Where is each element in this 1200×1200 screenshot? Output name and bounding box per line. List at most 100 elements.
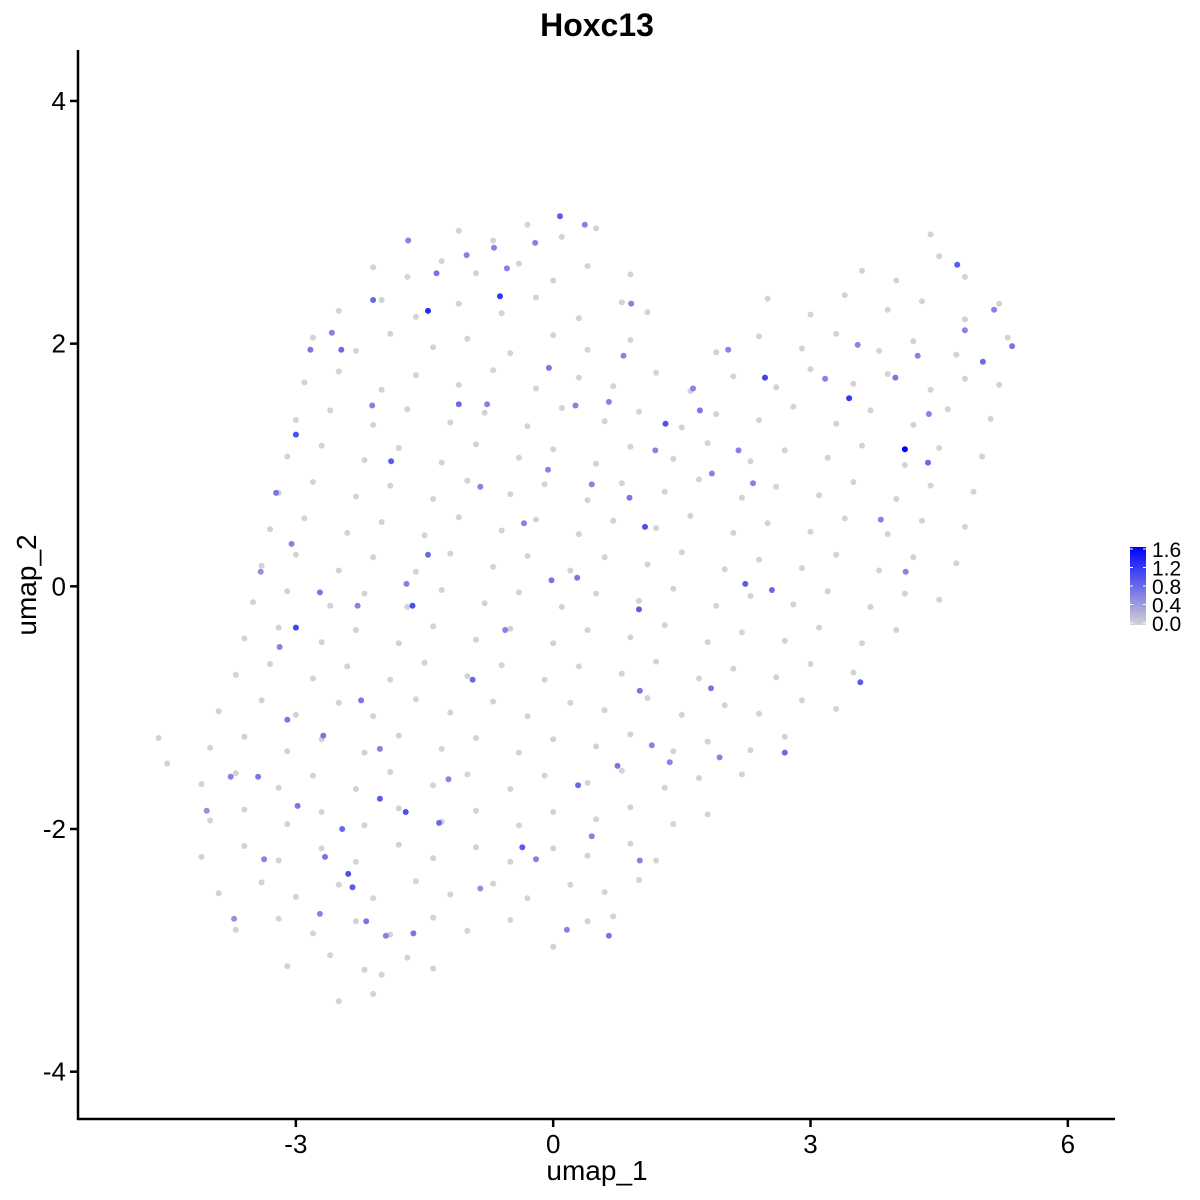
y-tick-label: 0 — [52, 571, 66, 601]
cell-point-expressing — [284, 716, 291, 723]
cell-point — [335, 699, 342, 706]
cell-point — [584, 779, 591, 786]
cell-point — [387, 482, 394, 489]
cell-point-expressing — [307, 346, 314, 353]
cell-point — [756, 417, 762, 424]
cell-point — [524, 553, 531, 559]
cell-point — [515, 749, 522, 756]
cell-point — [721, 566, 728, 573]
cell-point-expressing — [231, 915, 238, 922]
cell-point — [327, 952, 334, 959]
colorbar-label: 0.0 — [1152, 613, 1181, 636]
cell-point — [361, 590, 368, 597]
cell-point — [232, 770, 239, 777]
cell-point-expressing — [463, 252, 470, 259]
cell-point-expressing — [469, 676, 476, 683]
cell-point — [447, 709, 454, 716]
cell-point-expressing — [588, 833, 595, 840]
cell-point — [498, 527, 505, 534]
cell-point — [361, 749, 368, 756]
cell-point-expressing — [288, 540, 295, 547]
cell-point — [361, 966, 368, 973]
cell-point — [644, 309, 651, 316]
cell-point — [593, 460, 600, 467]
cell-point-expressing — [484, 401, 491, 408]
cell-point-expressing — [735, 447, 742, 454]
cell-point — [275, 624, 282, 631]
cell-point — [335, 368, 342, 375]
cell-point — [636, 408, 642, 415]
y-tick-label: -4 — [43, 1057, 66, 1087]
cell-point — [567, 567, 574, 574]
cell-point — [284, 821, 291, 828]
cell-point — [901, 590, 908, 597]
cell-point-expressing — [276, 644, 283, 650]
cell-point-expressing — [203, 807, 210, 814]
cell-point-expressing — [339, 826, 346, 832]
cell-point — [215, 890, 222, 897]
cell-point-expressing — [662, 420, 669, 427]
cell-point — [790, 601, 797, 608]
cell-point-expressing — [742, 580, 749, 587]
cell-point-expressing — [477, 885, 484, 892]
cell-point-expressing — [557, 213, 563, 220]
cell-point — [515, 822, 522, 829]
cell-point-expressing — [581, 221, 588, 228]
cell-point — [919, 298, 925, 305]
cell-point-expressing — [901, 446, 908, 453]
cell-point-expressing — [521, 520, 527, 527]
cell-point-expressing — [636, 606, 642, 613]
points-layer — [155, 213, 1016, 1005]
cell-point — [310, 334, 316, 341]
cell-point — [361, 822, 368, 829]
cell-point — [361, 457, 368, 464]
cell-point-expressing — [382, 932, 389, 939]
cell-point — [601, 554, 608, 561]
cell-point — [601, 418, 608, 425]
cell-point-expressing — [690, 385, 696, 392]
cell-point — [370, 264, 377, 271]
cell-point — [241, 733, 248, 740]
cell-point — [284, 748, 291, 755]
cell-point — [438, 587, 445, 593]
cell-point — [713, 349, 720, 356]
cell-point — [781, 447, 788, 454]
cell-point-expressing — [533, 856, 539, 863]
cell-point — [421, 532, 428, 539]
cell-point — [798, 565, 805, 572]
cell-point — [404, 954, 411, 961]
cell-point — [884, 531, 891, 538]
cell-point-expressing — [519, 844, 526, 851]
cell-point — [292, 893, 299, 900]
cell-point — [250, 599, 256, 606]
cell-point — [284, 588, 291, 595]
cell-point-expressing — [563, 926, 570, 933]
cell-point — [241, 843, 248, 849]
cell-point — [387, 330, 394, 337]
cell-point — [198, 781, 205, 788]
cell-point — [627, 804, 634, 811]
cell-point — [284, 963, 291, 970]
cell-point — [395, 640, 402, 647]
cell-point — [507, 786, 514, 792]
cell-point — [490, 563, 497, 570]
cell-point — [550, 640, 557, 647]
cell-point — [816, 624, 823, 631]
cell-point — [687, 512, 694, 519]
cell-point — [378, 386, 385, 393]
cell-point — [490, 698, 497, 705]
cell-point-expressing — [925, 459, 931, 466]
cell-point — [241, 635, 248, 642]
cell-point — [455, 514, 462, 521]
cell-point — [164, 760, 171, 767]
cell-point — [318, 442, 325, 449]
cell-point — [524, 713, 531, 720]
cell-point — [833, 551, 840, 558]
cell-point — [258, 879, 265, 886]
cell-point — [867, 603, 874, 610]
cell-point — [515, 260, 522, 267]
cell-point — [524, 423, 531, 430]
cell-point — [464, 673, 471, 680]
cell-point-expressing — [545, 466, 551, 473]
cell-point — [730, 665, 737, 672]
